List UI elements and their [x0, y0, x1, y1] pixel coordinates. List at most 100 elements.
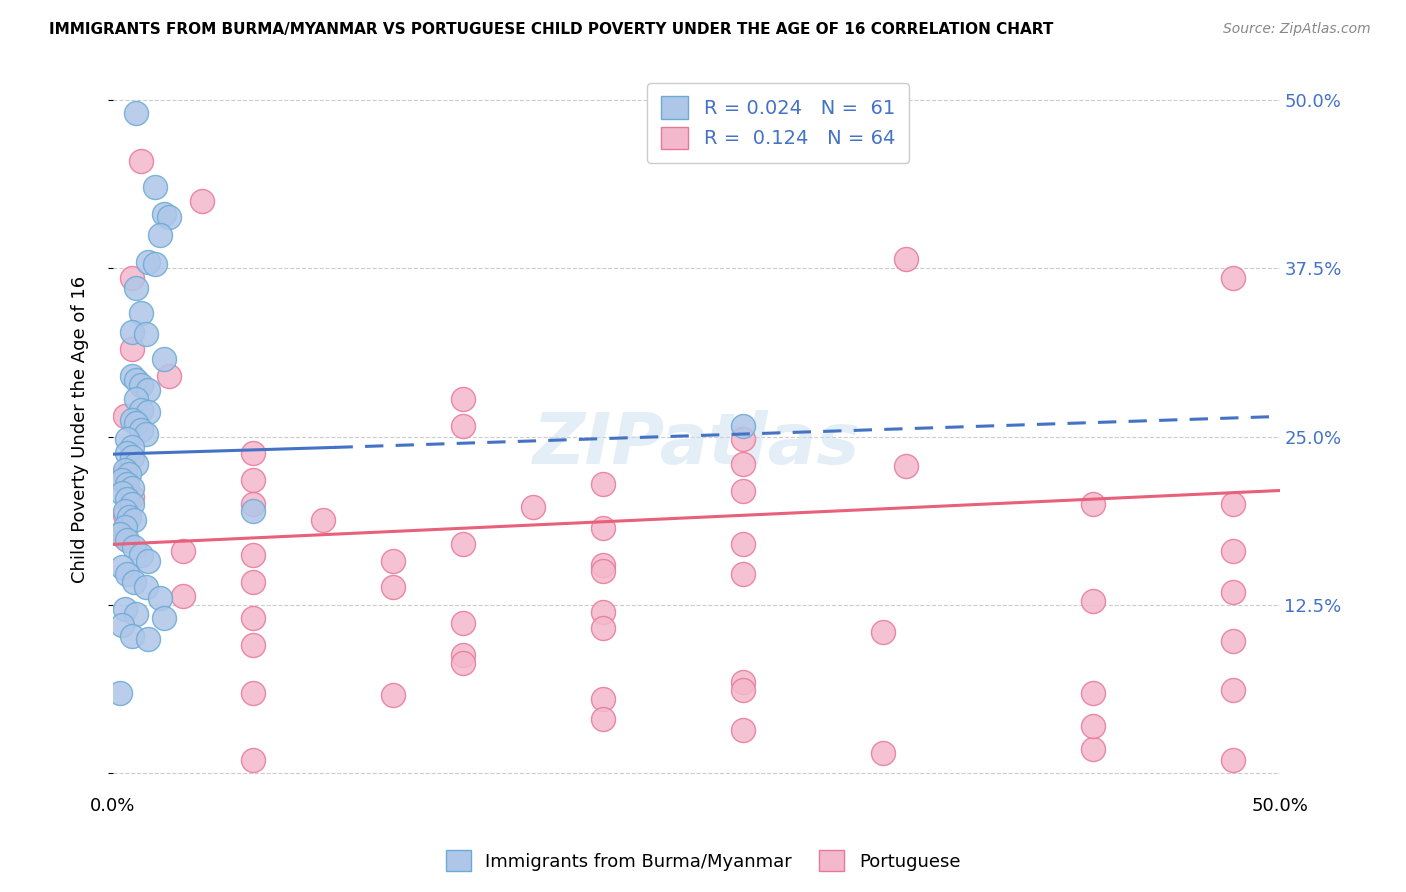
Point	[157, 369, 180, 384]
Point	[134, 426, 156, 441]
Point	[731, 723, 754, 738]
Point	[108, 685, 131, 699]
Point	[592, 713, 614, 727]
Point	[136, 383, 159, 397]
Point	[129, 153, 152, 168]
Point	[731, 674, 754, 689]
Point	[592, 521, 614, 535]
Point	[1081, 719, 1104, 733]
Point	[121, 497, 143, 511]
Point	[114, 508, 136, 522]
Point	[125, 106, 148, 120]
Point	[522, 500, 544, 514]
Point	[121, 481, 143, 495]
Point	[122, 540, 145, 554]
Point	[115, 491, 138, 506]
Point	[143, 180, 166, 194]
Point	[1222, 753, 1244, 767]
Point	[592, 476, 614, 491]
Point	[134, 581, 156, 595]
Point	[872, 624, 894, 639]
Legend: Immigrants from Burma/Myanmar, Portuguese: Immigrants from Burma/Myanmar, Portugues…	[439, 843, 967, 879]
Point	[451, 648, 474, 662]
Point	[115, 533, 138, 548]
Point	[136, 553, 159, 567]
Point	[129, 378, 152, 392]
Point	[157, 210, 180, 224]
Point	[872, 746, 894, 760]
Point	[1222, 682, 1244, 697]
Point	[1222, 270, 1244, 285]
Point	[731, 457, 754, 471]
Point	[143, 257, 166, 271]
Point	[242, 504, 264, 518]
Point	[451, 392, 474, 406]
Point	[121, 629, 143, 643]
Point	[136, 632, 159, 646]
Point	[312, 513, 335, 527]
Point	[136, 405, 159, 419]
Legend: R = 0.024   N =  61, R =  0.124   N = 64: R = 0.024 N = 61, R = 0.124 N = 64	[647, 83, 908, 162]
Point	[153, 207, 176, 221]
Point	[125, 607, 148, 622]
Text: IMMIGRANTS FROM BURMA/MYANMAR VS PORTUGUESE CHILD POVERTY UNDER THE AGE OF 16 CO: IMMIGRANTS FROM BURMA/MYANMAR VS PORTUGU…	[49, 22, 1053, 37]
Point	[122, 513, 145, 527]
Point	[121, 369, 143, 384]
Y-axis label: Child Poverty Under the Age of 16: Child Poverty Under the Age of 16	[72, 277, 89, 583]
Point	[121, 450, 143, 464]
Point	[129, 548, 152, 562]
Point	[121, 342, 143, 356]
Point	[451, 537, 474, 551]
Point	[111, 560, 134, 574]
Point	[1081, 685, 1104, 699]
Point	[121, 441, 143, 455]
Point	[125, 373, 148, 387]
Point	[1222, 497, 1244, 511]
Point	[242, 497, 264, 511]
Point	[153, 611, 176, 625]
Point	[731, 483, 754, 498]
Point	[125, 457, 148, 471]
Point	[731, 433, 754, 447]
Point	[111, 473, 134, 487]
Point	[592, 605, 614, 619]
Point	[114, 409, 136, 424]
Point	[111, 486, 134, 500]
Point	[129, 423, 152, 437]
Point	[451, 615, 474, 630]
Point	[121, 325, 143, 339]
Point	[115, 567, 138, 582]
Point	[114, 467, 136, 482]
Point	[153, 351, 176, 366]
Point	[172, 544, 194, 558]
Point	[114, 602, 136, 616]
Point	[242, 473, 264, 487]
Point	[451, 418, 474, 433]
Point	[172, 589, 194, 603]
Point	[381, 688, 404, 702]
Point	[731, 567, 754, 582]
Point	[136, 254, 159, 268]
Point	[242, 575, 264, 590]
Point	[592, 565, 614, 579]
Point	[242, 753, 264, 767]
Point	[114, 463, 136, 477]
Point	[731, 682, 754, 697]
Point	[118, 510, 141, 524]
Point	[1222, 544, 1244, 558]
Point	[114, 504, 136, 518]
Point	[148, 591, 170, 606]
Point	[115, 433, 138, 447]
Point	[592, 621, 614, 635]
Point	[381, 553, 404, 567]
Text: Source: ZipAtlas.com: Source: ZipAtlas.com	[1223, 22, 1371, 37]
Point	[125, 392, 148, 406]
Point	[381, 581, 404, 595]
Point	[242, 611, 264, 625]
Point	[148, 227, 170, 242]
Point	[242, 446, 264, 460]
Point	[129, 306, 152, 320]
Point	[242, 639, 264, 653]
Point	[108, 526, 131, 541]
Point	[896, 252, 918, 266]
